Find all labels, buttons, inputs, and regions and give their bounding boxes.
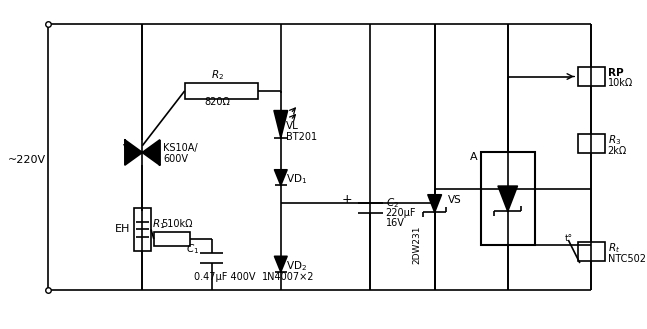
Bar	[578, 134, 605, 153]
Text: 2DW231: 2DW231	[413, 226, 422, 264]
Text: 16V: 16V	[386, 218, 404, 228]
Polygon shape	[428, 195, 441, 212]
Text: 600V: 600V	[164, 154, 188, 164]
Text: $R_1$: $R_1$	[152, 217, 165, 231]
Polygon shape	[498, 186, 518, 211]
Bar	[134, 208, 151, 251]
Text: V: V	[123, 144, 131, 154]
Polygon shape	[125, 140, 142, 165]
Text: 820Ω: 820Ω	[204, 97, 230, 108]
Text: BT201: BT201	[285, 132, 317, 141]
Text: 2kΩ: 2kΩ	[608, 145, 627, 156]
Text: VS: VS	[448, 194, 462, 205]
Text: 0.47μF 400V: 0.47μF 400V	[194, 271, 256, 282]
Text: $R_2$: $R_2$	[211, 69, 224, 83]
Bar	[481, 152, 534, 245]
Polygon shape	[142, 140, 160, 165]
Text: $R_t$: $R_t$	[608, 241, 620, 255]
Text: t°: t°	[564, 234, 573, 242]
Text: $C_1$: $C_1$	[186, 242, 199, 256]
Text: $R_3$: $R_3$	[608, 133, 621, 147]
Text: EH: EH	[115, 224, 130, 234]
Polygon shape	[274, 170, 287, 185]
Bar	[154, 232, 190, 246]
Bar	[578, 67, 605, 86]
Text: VD$_1$: VD$_1$	[285, 172, 307, 186]
Text: RP: RP	[608, 68, 623, 78]
Bar	[578, 242, 605, 261]
Text: KS10A/: KS10A/	[164, 143, 198, 153]
Bar	[184, 83, 258, 99]
Text: 1N4007×2: 1N4007×2	[261, 271, 314, 282]
Text: ~220V: ~220V	[8, 155, 46, 165]
Text: NTC502: NTC502	[608, 254, 646, 264]
Text: VL: VL	[285, 121, 298, 131]
Text: +: +	[342, 193, 352, 206]
Polygon shape	[274, 111, 287, 138]
Text: 510kΩ: 510kΩ	[162, 219, 193, 229]
Text: 220μF: 220μF	[386, 208, 416, 218]
Text: 10kΩ: 10kΩ	[608, 78, 633, 88]
Text: $C_2$: $C_2$	[386, 196, 399, 210]
Text: VD$_2$: VD$_2$	[285, 259, 307, 273]
Polygon shape	[274, 256, 287, 272]
Text: A: A	[470, 152, 478, 162]
